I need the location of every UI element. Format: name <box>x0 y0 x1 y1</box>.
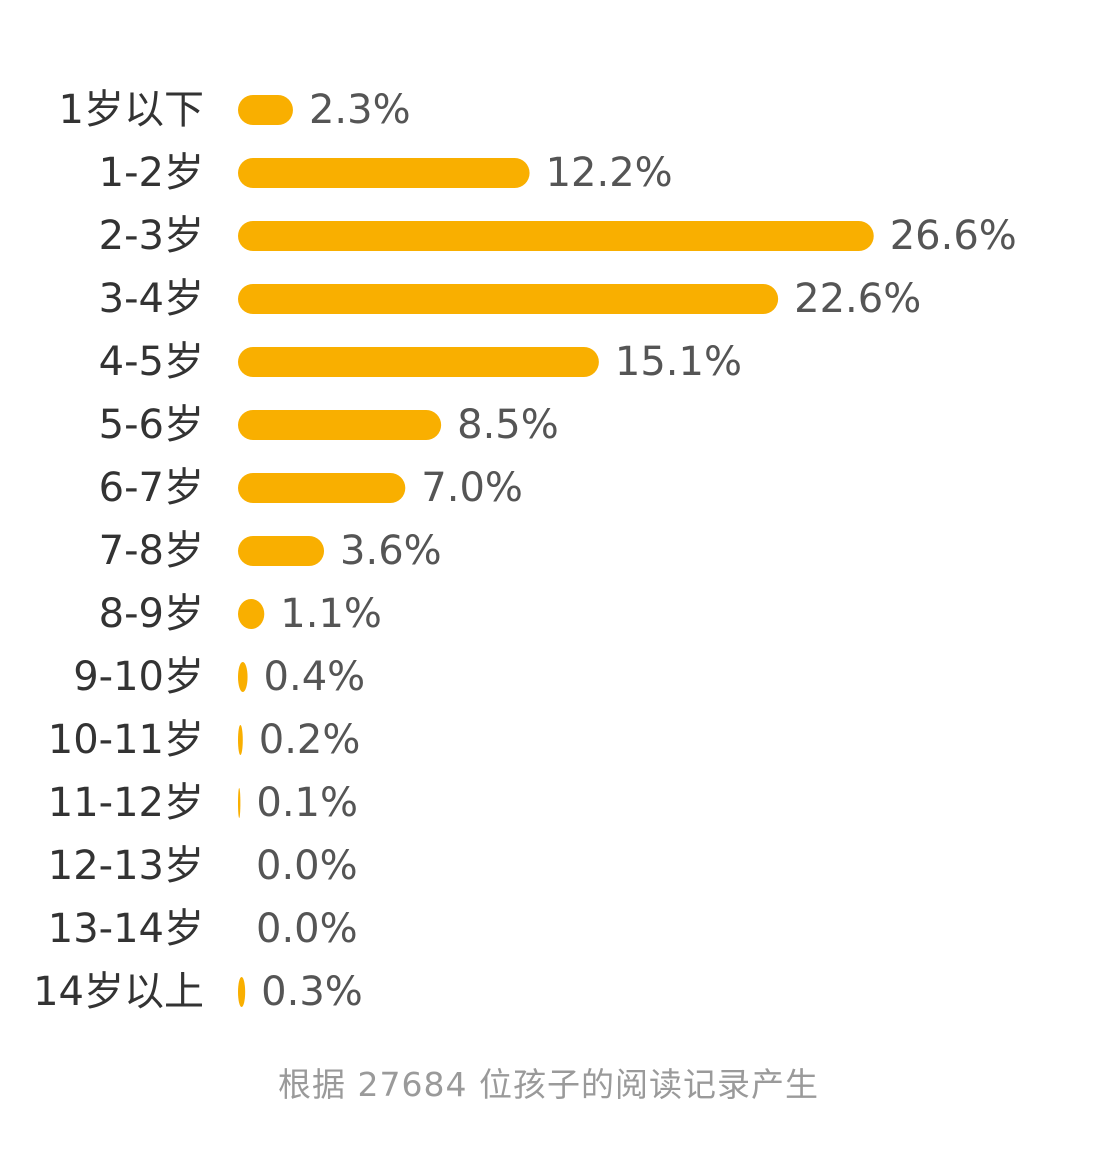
category-label: 2-3岁 <box>99 213 204 259</box>
category-label: 9-10岁 <box>73 654 204 700</box>
category-label: 1-2岁 <box>99 150 204 196</box>
bar <box>238 977 246 1007</box>
bar <box>238 788 241 818</box>
category-label: 5-6岁 <box>99 402 204 448</box>
bar <box>238 725 243 755</box>
value-label: 26.6% <box>890 213 1017 259</box>
value-label: 3.6% <box>340 528 442 574</box>
category-label: 14岁以上 <box>33 969 204 1015</box>
category-label: 11-12岁 <box>48 780 204 826</box>
bar <box>238 599 265 629</box>
value-label: 1.1% <box>280 591 382 637</box>
category-label: 10-11岁 <box>48 717 204 763</box>
value-label: 0.2% <box>259 717 361 763</box>
category-label: 7-8岁 <box>99 528 204 574</box>
bar <box>238 662 248 692</box>
bar <box>238 284 779 314</box>
category-label: 12-13岁 <box>48 843 204 889</box>
bar <box>238 410 442 440</box>
value-label: 15.1% <box>615 339 742 385</box>
category-label: 3-4岁 <box>99 276 204 322</box>
value-label: 0.4% <box>264 654 366 700</box>
bar <box>238 536 325 566</box>
footnote: 根据 27684 位孩子的阅读记录产生 <box>278 1065 819 1104</box>
bar <box>238 347 599 377</box>
value-label: 22.6% <box>794 276 921 322</box>
category-label: 8-9岁 <box>99 591 204 637</box>
age-distribution-chart: 1岁以下 2.3% 1-2岁 12.2% 2-3岁 26.6% 3-4岁 22.6% 4-5岁 1… <box>33 87 1017 1015</box>
category-label: 13-14岁 <box>48 906 204 952</box>
bar <box>238 473 406 503</box>
value-label: 0.0% <box>256 906 358 952</box>
value-label: 2.3% <box>309 87 411 133</box>
value-label: 0.3% <box>261 969 363 1015</box>
category-label: 4-5岁 <box>99 339 204 385</box>
value-label: 0.1% <box>256 780 358 826</box>
value-label: 12.2% <box>546 150 673 196</box>
value-label: 8.5% <box>457 402 559 448</box>
bar <box>238 221 874 251</box>
bar <box>238 158 530 188</box>
category-label: 1岁以下 <box>59 87 204 133</box>
value-label: 0.0% <box>256 843 358 889</box>
bar <box>238 95 293 125</box>
value-label: 7.0% <box>421 465 523 511</box>
category-label: 6-7岁 <box>99 465 204 511</box>
